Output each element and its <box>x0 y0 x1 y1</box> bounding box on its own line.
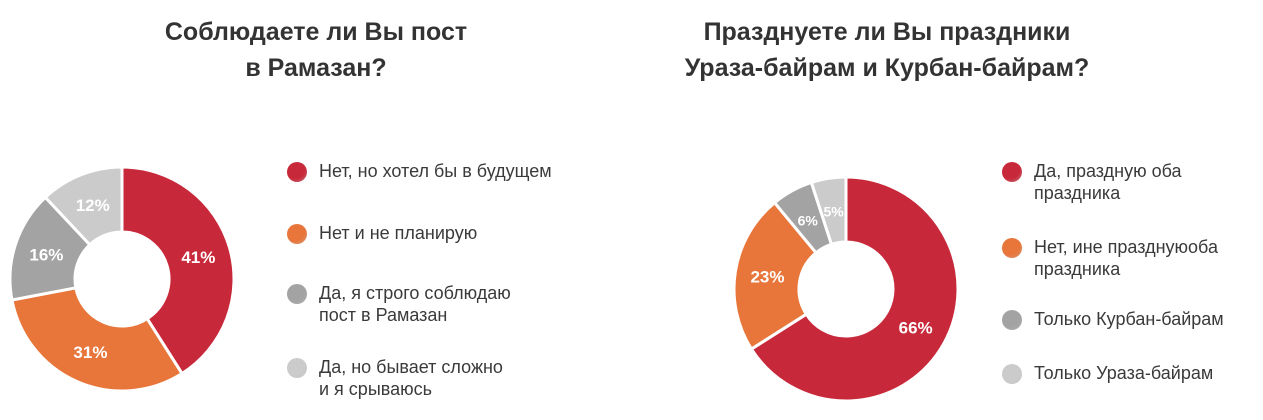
legend-swatch <box>287 224 307 244</box>
slice-label: 66% <box>899 318 933 337</box>
chart-legend: Да, праздную оба праздника Нет, ине праздн… <box>1002 160 1262 410</box>
donut-slice <box>732 200 819 352</box>
legend-label: Да, праздную оба праздника <box>1034 160 1182 204</box>
donut-chart: 41% 31% 16% 12% <box>8 165 236 393</box>
donut-slice <box>809 175 848 247</box>
chart-title-line: Ураза-байрам и Курбан-байрам? <box>684 54 1090 82</box>
legend-item: Только Курбан-байрам <box>1002 308 1262 334</box>
slice-label: 41% <box>181 248 215 267</box>
legend-label: Только Курбан-байрам <box>1034 308 1224 330</box>
chart-title-line: Соблюдаете ли Вы пост <box>164 18 468 46</box>
legend-label-line: и я срываюсь <box>319 379 433 399</box>
donut-slice <box>10 286 185 393</box>
chart-legend: Нет, но хотел бы в будущем Нет и не плани… <box>287 160 607 410</box>
legend-label: Только Ураза-байрам <box>1034 362 1213 384</box>
legend-swatch <box>1002 238 1022 258</box>
slice-label: 31% <box>73 343 107 362</box>
legend-item: Только Ураза-байрам <box>1002 362 1262 388</box>
chart-title-line: в Рамазан? <box>245 54 387 82</box>
legend-label-line: Нет и не планирую <box>319 223 478 243</box>
legend-item: Нет, ине празднуюоба праздника <box>1002 236 1262 284</box>
legend-swatch <box>1002 162 1022 182</box>
slice-label: 5% <box>823 203 844 219</box>
chart-panel-holidays: Празднуете ли Вы праздники Ураза-байрам … <box>631 0 1263 420</box>
legend-label-line: праздника <box>1034 183 1121 203</box>
legend-swatch <box>1002 310 1022 330</box>
donut-slice <box>43 165 124 247</box>
chart-panel-ramadan: Соблюдаете ли Вы пост в Рамазан? 41% 31% 1… <box>0 0 631 420</box>
slice-label: 6% <box>798 212 819 228</box>
legend-swatch <box>1002 364 1022 384</box>
legend-label: Да, я строго соблюдаю пост в Рамазан <box>319 282 511 326</box>
legend-label-line: Нет, ине празднуюоба <box>1034 237 1218 257</box>
legend-item: Нет, но хотел бы в будущем <box>287 160 607 186</box>
slice-label: 16% <box>29 245 63 264</box>
legend-label-line: Нет, но хотел бы в будущем <box>319 161 552 181</box>
legend-item: Да, но бывает сложно и я срываюсь <box>287 356 607 404</box>
legend-label-line: Только Ураза-байрам <box>1034 363 1214 383</box>
slice-label: 23% <box>750 268 784 287</box>
legend-label-line: Да, я строго соблюдаю <box>319 283 511 303</box>
legend-label-line: Да, праздную оба <box>1034 161 1182 181</box>
legend-label-line: Да, но бывает сложно <box>319 357 503 377</box>
legend-label: Да, но бывает сложно и я срываюсь <box>319 356 503 400</box>
legend-label: Нет, но хотел бы в будущем <box>319 160 552 182</box>
legend-label-line: Только Курбан-байрам <box>1034 309 1224 329</box>
slice-label: 12% <box>76 196 110 215</box>
legend-label-line: праздника <box>1034 259 1121 279</box>
legend-swatch <box>287 358 307 378</box>
donut-slice <box>749 175 960 403</box>
legend-label: Нет и не планирую <box>319 222 477 244</box>
legend-swatch <box>287 284 307 304</box>
legend-label: Нет, ине празднуюоба праздника <box>1034 236 1218 280</box>
chart-title: Соблюдаете ли Вы пост в Рамазан? <box>0 14 632 86</box>
legend-swatch <box>287 162 307 182</box>
legend-item: Да, праздную оба праздника <box>1002 160 1262 208</box>
legend-item: Да, я строго соблюдаю пост в Рамазан <box>287 282 607 330</box>
chart-title-line: Празднуете ли Вы праздники <box>703 18 1071 46</box>
legend-item: Нет и не планирую <box>287 222 607 248</box>
donut-chart: 66% 23% 6%5% <box>732 175 960 403</box>
legend-label-line: пост в Рамазан <box>319 305 448 325</box>
chart-title: Празднуете ли Вы праздники Ураза-байрам … <box>571 14 1203 86</box>
